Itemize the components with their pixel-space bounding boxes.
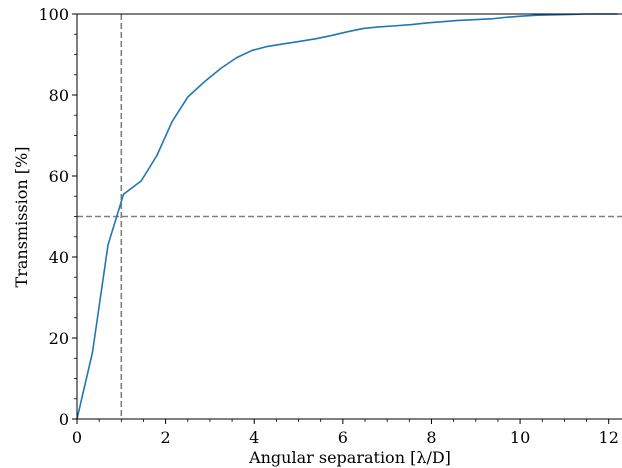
y-tick-label: 20 — [49, 329, 69, 348]
x-tick-label: 0 — [72, 428, 82, 447]
x-tick-label: 4 — [249, 428, 259, 447]
x-tick-label: 10 — [510, 428, 530, 447]
series-line — [76, 13, 618, 420]
x-tick-label: 8 — [426, 428, 436, 447]
tick-marks — [72, 13, 610, 424]
x-axis-label: Angular separation [λ/D] — [248, 448, 451, 467]
reference-lines — [77, 14, 622, 419]
y-tick-label: 100 — [38, 5, 69, 24]
y-tick-label: 40 — [49, 248, 69, 267]
y-tick-label: 60 — [49, 167, 69, 186]
x-tick-label: 6 — [338, 428, 348, 447]
x-tick-label: 2 — [161, 428, 171, 447]
x-tick-label: 12 — [599, 428, 619, 447]
y-tick-label: 0 — [59, 410, 69, 429]
y-tick-label: 80 — [49, 86, 69, 105]
series-layer — [76, 13, 618, 420]
tick-labels: 0 2 4 6 8 10 12 0 20 40 60 80 100 — [38, 5, 618, 447]
y-axis-label: Transmission [%] — [12, 147, 31, 288]
